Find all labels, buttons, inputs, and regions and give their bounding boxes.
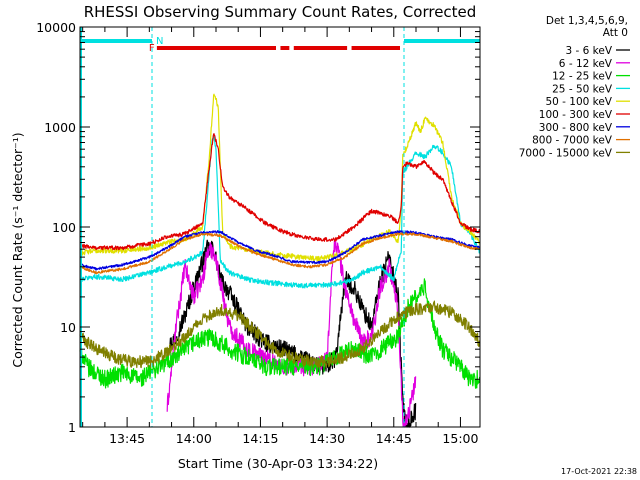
y-tick-label: 10 [60, 320, 76, 335]
legend-label: 25 - 50 keV [552, 83, 613, 95]
x-tick-label: 14:30 [309, 431, 345, 446]
x-axis-label: Start Time (30-Apr-03 13:34:22) [178, 456, 378, 471]
legend-header: Det 1,3,4,5,6,9, [546, 15, 628, 27]
series-line-100-300-kev [79, 133, 481, 251]
chart-title: RHESSI Observing Summary Count Rates, Co… [84, 3, 477, 21]
y-tick-label: 10000 [36, 20, 76, 35]
x-tick-label: 15:00 [442, 431, 478, 446]
y-tick-label: 1000 [44, 120, 76, 135]
night-marker-label: N [156, 36, 163, 47]
y-axis-label: Corrected Count Rate (s⁻¹ detector⁻¹) [10, 132, 25, 367]
flare-marker-label: F [149, 43, 155, 54]
legend-label: 6 - 12 keV [559, 58, 613, 70]
legend-label: 300 - 800 keV [539, 122, 613, 134]
series-line-25-50-kev [79, 133, 481, 289]
y-tick-label: 100 [52, 220, 76, 235]
series-line-800-7000-kev [79, 232, 481, 275]
series-line-7000-15000-kev [79, 300, 481, 369]
x-tick-label: 13:45 [109, 431, 145, 446]
axis-layer: 1 10 100 1000 10000 13:45 14:00 14:15 14:30 14:45… [36, 20, 480, 446]
y-tick-label: 1 [68, 420, 76, 435]
legend-label: 100 - 300 keV [539, 109, 613, 121]
footer-date-stamp: 17-Oct-2021 22:38 [561, 467, 637, 476]
x-tick-label: 14:00 [176, 431, 212, 446]
x-tick-label: 14:45 [376, 431, 412, 446]
legend-label: 12 - 25 keV [552, 71, 613, 83]
series-line-3-6-kev [166, 239, 417, 428]
legend-label: 50 - 100 keV [545, 96, 612, 108]
legend-label: 3 - 6 keV [565, 45, 612, 57]
annotation-layer: NF [80, 27, 480, 427]
series-layer [79, 93, 481, 428]
legend-label: 800 - 7000 keV [532, 135, 613, 147]
legend-label: 7000 - 15000 keV [519, 147, 613, 159]
series-line-50-100-kev [79, 93, 481, 262]
series-line-12-25-kev [79, 278, 481, 389]
legend-header: Att 0 [603, 27, 628, 39]
series-line-300-800-kev [79, 230, 481, 271]
x-tick-label: 14:15 [242, 431, 278, 446]
